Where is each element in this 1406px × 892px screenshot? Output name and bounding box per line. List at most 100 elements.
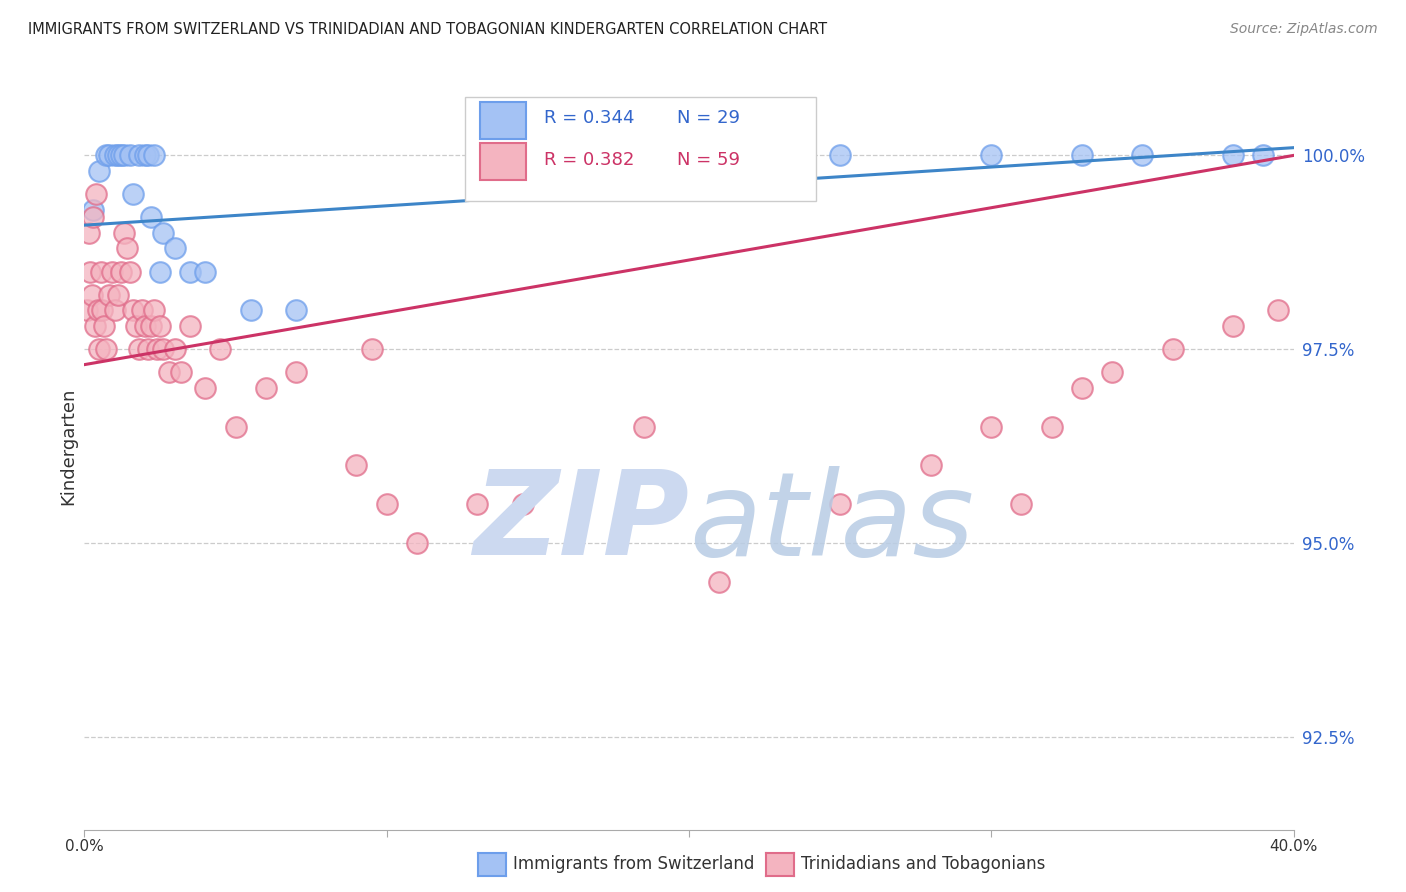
Point [1101,365,1123,379]
Text: 40.0%: 40.0% [1270,838,1317,854]
Point [165,241,187,255]
Point [87,303,110,318]
Point [121,187,143,202]
Point [128,148,150,162]
Text: atlas: atlas [689,466,974,580]
Point [128,342,150,356]
Point [80,288,103,302]
Point [77,226,100,240]
Text: R = 0.344: R = 0.344 [544,110,634,128]
Point [633,419,655,434]
Text: IMMIGRANTS FROM SWITZERLAND VS TRINIDADIAN AND TOBAGONIAN KINDERGARTEN CORRELATI: IMMIGRANTS FROM SWITZERLAND VS TRINIDADI… [28,22,827,37]
Point [97,148,120,162]
Point [121,303,143,318]
Point [980,148,1002,162]
Point [115,241,138,255]
Point [346,458,368,473]
Point [239,303,262,318]
Point [375,497,398,511]
Point [118,265,141,279]
Y-axis label: Kindergarten: Kindergarten [59,387,77,505]
Point [97,288,120,302]
Point [467,497,489,511]
Point [146,342,169,356]
FancyBboxPatch shape [465,97,815,201]
Point [90,265,112,279]
Point [1161,342,1184,356]
Point [920,458,942,473]
Text: ZIP: ZIP [472,466,689,580]
Bar [479,143,526,180]
Point [1253,148,1275,162]
Point [118,148,141,162]
Point [1267,303,1289,318]
Point [165,342,187,356]
Point [157,365,180,379]
Point [1040,419,1063,434]
Bar [479,103,526,139]
Point [134,148,156,162]
Text: N = 59: N = 59 [676,151,740,169]
Point [139,211,162,225]
Point [254,381,277,395]
Point [179,265,201,279]
Point [1071,148,1094,162]
Point [91,303,114,318]
Point [76,303,98,318]
Point [830,497,852,511]
Point [1222,318,1244,333]
Point [1132,148,1154,162]
Point [142,303,165,318]
Point [89,164,111,178]
Point [100,265,122,279]
Point [709,574,731,589]
Point [512,497,534,511]
Point [194,381,217,395]
Point [131,303,153,318]
Text: Source: ZipAtlas.com: Source: ZipAtlas.com [1230,22,1378,37]
Point [830,148,852,162]
Point [104,303,127,318]
Point [104,148,127,162]
Point [285,365,308,379]
Point [225,419,247,434]
Point [79,265,101,279]
Text: R = 0.382: R = 0.382 [544,151,634,169]
Point [360,342,382,356]
Point [112,148,135,162]
Point [1222,148,1244,162]
Point [285,303,308,318]
Point [142,148,165,162]
Point [149,318,172,333]
Point [139,318,162,333]
Point [980,419,1002,434]
Point [94,342,117,356]
Point [152,342,174,356]
Point [94,148,117,162]
Text: Trinidadians and Tobagonians: Trinidadians and Tobagonians [801,855,1046,873]
Point [93,318,115,333]
Text: Immigrants from Switzerland: Immigrants from Switzerland [513,855,755,873]
Point [179,318,201,333]
Point [110,265,132,279]
Point [1011,497,1033,511]
Point [678,148,700,162]
Point [136,342,159,356]
Point [112,226,135,240]
Point [110,148,132,162]
Point [134,318,156,333]
Point [86,187,108,202]
Point [82,202,104,217]
Text: 0.0%: 0.0% [65,838,104,854]
Point [406,536,429,550]
Point [107,148,129,162]
Point [1071,381,1094,395]
Text: N = 29: N = 29 [676,110,740,128]
Point [194,265,217,279]
Point [89,342,111,356]
Point [84,318,107,333]
Point [125,318,148,333]
Point [107,288,129,302]
Point [152,226,174,240]
Point [170,365,193,379]
